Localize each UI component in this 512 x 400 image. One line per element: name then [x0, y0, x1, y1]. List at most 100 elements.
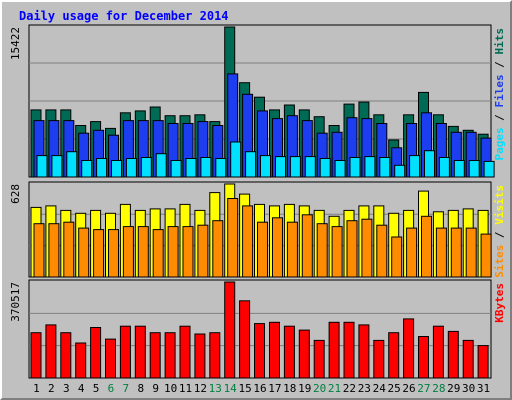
bar-kbytes: [45, 324, 57, 379]
bar-sites: [272, 217, 283, 278]
bar-sites: [435, 227, 447, 278]
bar-sites: [465, 227, 477, 278]
bar-sites: [93, 229, 105, 278]
bar-kbytes: [30, 332, 42, 379]
bar-pages: [170, 160, 182, 178]
series-legend: Pages / Files / Hits: [493, 28, 506, 161]
bar-pages: [125, 158, 137, 178]
bar-sites: [167, 226, 179, 278]
x-tick-label: 20: [313, 382, 326, 395]
bar-pages: [424, 150, 435, 178]
legend-separator: /: [493, 108, 506, 128]
bar-pages: [289, 156, 301, 178]
x-tick-label: 26: [402, 382, 415, 395]
x-tick-label: 22: [343, 382, 356, 395]
legend-separator: /: [493, 225, 506, 245]
x-tick-label: 27: [417, 382, 430, 395]
bar-pages: [319, 158, 331, 178]
x-tick-label: 21: [328, 382, 341, 395]
x-tick-label: 18: [283, 382, 296, 395]
legend-visits: Visits: [493, 185, 506, 225]
bar-sites: [286, 221, 298, 278]
bar-pages: [185, 158, 197, 178]
bar-kbytes: [239, 300, 251, 379]
bar-kbytes: [224, 281, 236, 379]
bar-pages: [453, 160, 465, 178]
bar-sites: [421, 215, 432, 278]
bar-kbytes: [432, 325, 444, 379]
bar-pages: [334, 160, 346, 178]
bar-pages: [111, 160, 122, 178]
legend-kbytes: KBytes: [493, 283, 506, 323]
bar-kbytes: [149, 332, 161, 379]
bar-kbytes: [388, 332, 400, 379]
bar-kbytes: [105, 338, 116, 379]
bar-sites: [137, 226, 149, 278]
bar-sites: [212, 220, 224, 278]
bar-pages: [66, 151, 78, 178]
bar-pages: [275, 156, 286, 178]
y-max-label: 628: [9, 184, 22, 204]
bar-sites: [108, 229, 119, 278]
x-tick-label: 29: [447, 382, 460, 395]
bar-sites: [376, 224, 388, 278]
legend-sites: Sites: [493, 245, 506, 278]
x-tick-label: 31: [477, 382, 490, 395]
bar-pages: [364, 156, 376, 178]
y-max-label: 15422: [9, 27, 22, 60]
legend-hits: Hits: [493, 28, 506, 55]
legend-files: Files: [493, 74, 506, 107]
x-tick-label: 8: [137, 382, 144, 395]
bar-kbytes: [313, 339, 325, 379]
bar-kbytes: [209, 332, 221, 379]
x-tick-label: 1: [33, 382, 40, 395]
bar-kbytes: [134, 325, 146, 379]
legend-pages: Pages: [493, 127, 506, 160]
bar-kbytes: [283, 325, 295, 379]
bar-sites: [361, 218, 373, 278]
x-tick-label: 9: [152, 382, 159, 395]
bar-pages: [260, 155, 271, 178]
bar-sites: [122, 226, 134, 278]
bar-sites: [33, 223, 45, 278]
bar-kbytes: [328, 321, 340, 379]
x-tick-label: 3: [63, 382, 70, 395]
x-tick-label: 6: [108, 382, 115, 395]
bar-pages: [409, 155, 421, 178]
bar-kbytes: [194, 333, 206, 379]
bar-sites: [257, 221, 268, 278]
x-tick-label: 4: [78, 382, 85, 395]
bar-sites: [242, 205, 254, 278]
bar-kbytes: [75, 342, 87, 379]
bar-pages: [483, 160, 495, 178]
x-tick-label: 19: [298, 382, 311, 395]
bar-sites: [197, 224, 209, 278]
bar-kbytes: [164, 332, 176, 379]
bar-sites: [301, 214, 313, 278]
x-tick-label: 13: [209, 382, 222, 395]
x-tick-label: 24: [373, 382, 387, 395]
bar-pages: [468, 160, 480, 178]
x-tick-label: 11: [179, 382, 192, 395]
bar-pages: [379, 157, 391, 178]
bar-kbytes: [418, 336, 429, 379]
bar-kbytes: [60, 332, 72, 379]
bar-kbytes: [343, 321, 355, 379]
bar-kbytes: [477, 345, 489, 379]
chart-panel-3: 370517 KBytes: [9, 279, 506, 379]
bar-sites: [391, 236, 403, 278]
bar-pages: [245, 151, 257, 178]
bar-kbytes: [403, 318, 415, 379]
bar-pages: [51, 155, 63, 178]
bar-sites: [182, 226, 194, 278]
bar-pages: [96, 158, 108, 178]
chart-panel-1: 15422 Pages / Files / Hits: [9, 24, 506, 178]
x-tick-label: 25: [388, 382, 401, 395]
y-max-label: 370517: [9, 282, 22, 322]
bar-sites: [78, 227, 90, 278]
bar-pages: [394, 164, 406, 178]
bar-sites: [450, 227, 462, 278]
bar-pages: [81, 160, 93, 178]
bar-kbytes: [119, 325, 131, 379]
